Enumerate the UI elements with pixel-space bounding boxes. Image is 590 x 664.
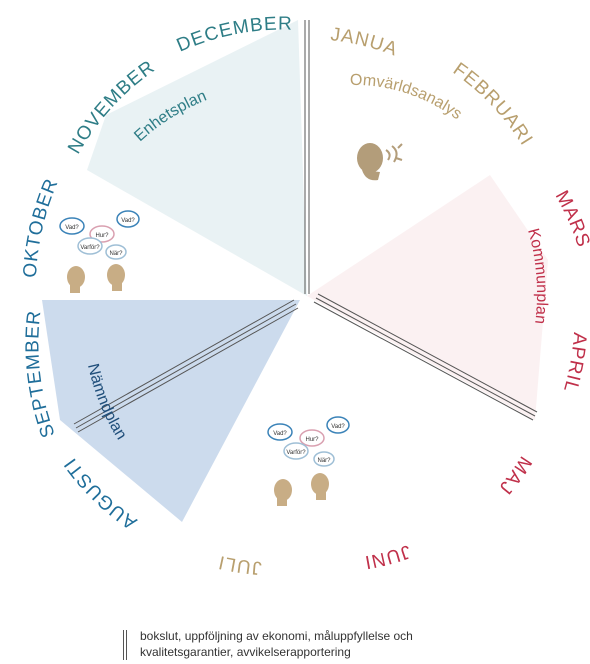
month-label-juli: JULI (216, 551, 262, 578)
head-silhouette-icon (357, 143, 403, 181)
head-silhouette-icon (274, 479, 292, 506)
svg-text:Vad?: Vad? (121, 218, 135, 224)
month-label-juni: JUNI (362, 540, 413, 572)
svg-text:Varför?: Varför? (286, 450, 306, 456)
legend-line-2: kvalitetsgarantier, avvikelserapporterin… (140, 645, 351, 659)
sector-kommunplan (307, 175, 548, 420)
dialogue-cluster-juni: Vad? Hur? Vad? Varför? När? (267, 416, 350, 506)
month-label-mars: MARS (551, 187, 590, 250)
month-label-februari: FEBRUARI (449, 59, 537, 150)
svg-text:Vad?: Vad? (331, 424, 345, 430)
svg-text:När?: När? (317, 458, 331, 464)
head-silhouette-icon (107, 264, 125, 291)
speech-bubble-icon: Varför? (283, 442, 309, 460)
speech-bubble-icon: Vad? (116, 210, 140, 228)
sector-namndplan (42, 300, 300, 522)
annual-cycle-wheel: JANUARI FEBRUARI MARS APRIL MAJ JUNI JUL… (0, 0, 590, 578)
speech-bubble-icon: Varför? (77, 237, 103, 255)
svg-text:Vad?: Vad? (65, 225, 79, 231)
divider-jan-dec (304, 20, 310, 294)
month-label-oktober: OKTOBER (20, 175, 63, 278)
svg-text:Hur?: Hur? (305, 437, 319, 443)
svg-text:Hur?: Hur? (95, 233, 109, 239)
speech-bubble-icon: När? (105, 244, 127, 260)
divider-aug-sep (73, 299, 299, 433)
month-label-april: APRIL (559, 332, 590, 396)
speech-bubble-icon: Hur? (89, 225, 115, 243)
phase-label-omvarldsanalys: Omvärldsanalys (350, 72, 465, 123)
speech-bubble-icon: Vad? (59, 217, 85, 235)
svg-text:Vad?: Vad? (273, 431, 287, 437)
legend-line-1: bokslut, uppföljning av ekonomi, måluppf… (140, 629, 413, 643)
double-line-legend-icon (122, 630, 130, 660)
dialogue-cluster-oktober: Vad? Hur? Vad? Varför? När? (59, 210, 140, 293)
head-silhouette-icon (67, 266, 85, 293)
speech-bubble-icon: När? (313, 451, 335, 467)
month-label-maj: MAJ (494, 452, 535, 498)
speech-bubble-icon: Vad? (326, 416, 350, 434)
head-silhouette-icon (311, 473, 329, 500)
legend-text: bokslut, uppföljning av ekonomi, måluppf… (140, 628, 413, 660)
svg-text:När?: När? (109, 251, 123, 257)
divider-apr-maj (313, 293, 538, 421)
sector-enhetsplan (87, 20, 307, 296)
svg-text:Varför?: Varför? (80, 245, 100, 251)
speech-bubble-icon: Hur? (299, 429, 325, 447)
speech-bubble-icon: Vad? (267, 423, 293, 441)
